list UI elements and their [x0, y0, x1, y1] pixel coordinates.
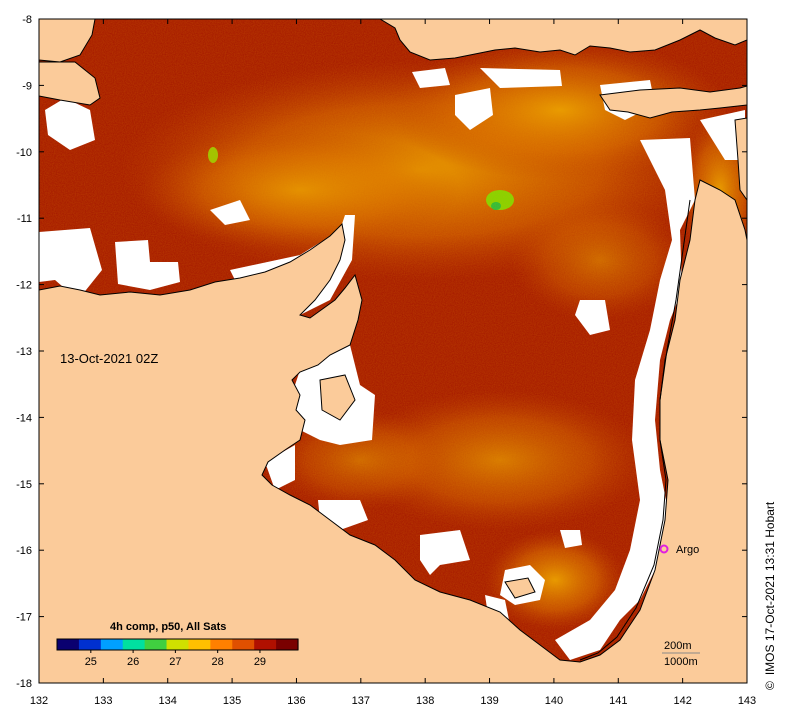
- colorbar-title: 4h comp, p50, All Sats: [110, 621, 226, 633]
- colorbar-swatch: [166, 639, 190, 650]
- y-tick-label: -9: [22, 80, 32, 92]
- y-tick-label: -18: [16, 678, 32, 690]
- isobath-legend: 200m 1000m: [662, 640, 700, 668]
- colorbar-tick-label: 27: [169, 656, 181, 668]
- colorbar-swatch: [78, 639, 102, 650]
- colorbar-tick-label: 29: [254, 656, 266, 668]
- land: [39, 19, 747, 683]
- x-tick-label: 138: [416, 695, 434, 707]
- colorbar-swatch: [210, 639, 233, 650]
- y-tick-label: -16: [16, 545, 32, 557]
- colorbar-swatch: [122, 639, 146, 650]
- x-tick-label: 143: [738, 695, 756, 707]
- credit-text: © IMOS 17-Oct-2021 13:31 Hobart: [757, 430, 783, 690]
- x-axis: 132 133 134 135 136 137 138 139 140 141 142 143: [30, 19, 756, 707]
- x-tick-label: 142: [673, 695, 691, 707]
- colorbar-ticks: 25 26 27 28 29: [85, 650, 266, 668]
- y-tick-label: -8: [22, 14, 32, 26]
- colorbar-tick-label: 28: [212, 656, 224, 668]
- y-tick-label: -15: [16, 479, 32, 491]
- y-tick-label: -14: [16, 412, 32, 424]
- colorbar-swatch: [57, 639, 80, 650]
- x-tick-label: 132: [30, 695, 48, 707]
- colorbar-swatch: [144, 639, 168, 650]
- y-tick-label: -17: [16, 612, 32, 624]
- x-tick-label: 133: [94, 695, 112, 707]
- colorbar-tick-label: 26: [127, 656, 139, 668]
- argo-icon[interactable]: [659, 544, 669, 554]
- isobath-1000m-label: 1000m: [664, 656, 698, 668]
- y-tick-label: -13: [16, 346, 32, 358]
- new-guinea-coast: [379, 19, 747, 61]
- x-tick-label: 141: [609, 695, 627, 707]
- cape-york-west-coast: [579, 199, 691, 661]
- y-tick-label: -10: [16, 147, 32, 159]
- x-tick-label: 140: [545, 695, 563, 707]
- colorbar-swatch: [276, 639, 299, 650]
- isobath-200m-label: 200m: [664, 640, 692, 652]
- copyright-icon: ©: [763, 681, 777, 690]
- argo-float-marker[interactable]: Argo: [659, 544, 700, 556]
- arnhem-land-coast: [39, 179, 747, 683]
- argo-label: Argo: [676, 544, 699, 556]
- x-tick-label: 137: [352, 695, 370, 707]
- y-tick-label: -11: [17, 213, 32, 225]
- credit-label: IMOS 17-Oct-2021 13:31 Hobart: [763, 501, 777, 676]
- y-axis: -8 -9 -10 -11 -12 -13 -14 -15 -16 -17 -18: [16, 14, 747, 690]
- x-tick-label: 134: [159, 695, 177, 707]
- colorbar-tick-label: 25: [85, 656, 97, 668]
- y-tick-label: -12: [16, 280, 32, 292]
- x-tick-label: 136: [287, 695, 305, 707]
- x-tick-label: 135: [223, 695, 241, 707]
- colorbar-swatch: [188, 639, 211, 650]
- colorbar-swatch: [232, 639, 255, 650]
- colorbar: 4h comp, p50, All Sats 25 26 27 28 29: [56, 621, 299, 668]
- x-tick-label: 139: [480, 695, 498, 707]
- colorbar-swatches: [57, 639, 299, 650]
- colorbar-swatch: [100, 639, 124, 650]
- timestamp-label: 13-Oct-2021 02Z: [60, 351, 158, 366]
- colorbar-swatch: [254, 639, 277, 650]
